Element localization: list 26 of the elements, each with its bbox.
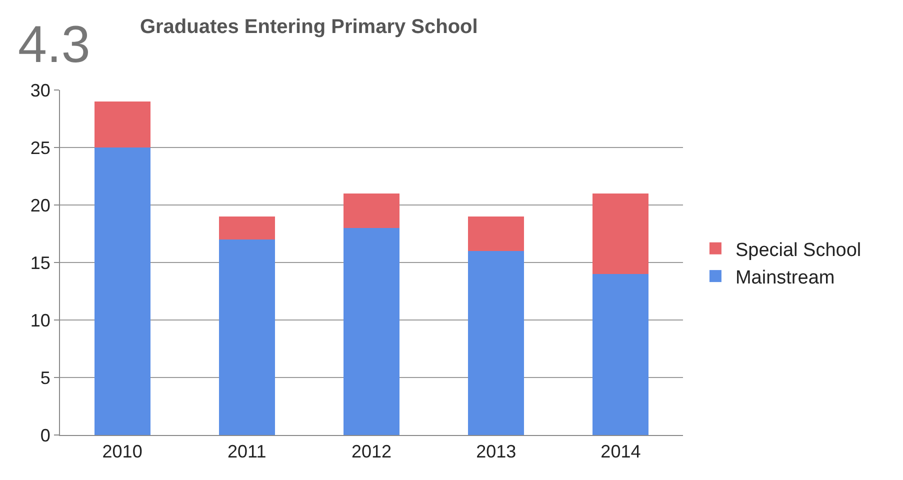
x-tick-label: 2013 xyxy=(476,442,516,462)
text: 4.3 xyxy=(18,16,90,74)
bar xyxy=(592,274,649,435)
y-tick-label: 5 xyxy=(40,368,50,388)
legend-label: Special School xyxy=(735,240,862,261)
bar xyxy=(218,216,275,240)
y-tick-label: 10 xyxy=(30,310,50,330)
bar xyxy=(468,216,524,251)
legend-label: Mainstream xyxy=(735,267,835,288)
bar xyxy=(592,194,649,274)
y-tick-label: 15 xyxy=(30,252,50,273)
x-tick-label: 2011 xyxy=(228,442,266,462)
bar xyxy=(218,240,275,435)
bar xyxy=(468,251,524,435)
bar xyxy=(343,194,400,228)
bar xyxy=(94,148,150,435)
chart-title: Graduates Entering Primary School xyxy=(140,16,478,38)
x-tick-label: 2010 xyxy=(102,442,142,462)
y-tick-label: 30 xyxy=(30,80,50,100)
y-tick-label: 0 xyxy=(40,425,50,446)
x-tick-label: 2014 xyxy=(600,442,641,462)
y-tick-label: 20 xyxy=(30,195,50,216)
bar xyxy=(343,228,400,435)
bar xyxy=(94,102,150,148)
x-tick-label: 2012 xyxy=(351,442,392,462)
y-tick-label: 25 xyxy=(30,138,50,158)
